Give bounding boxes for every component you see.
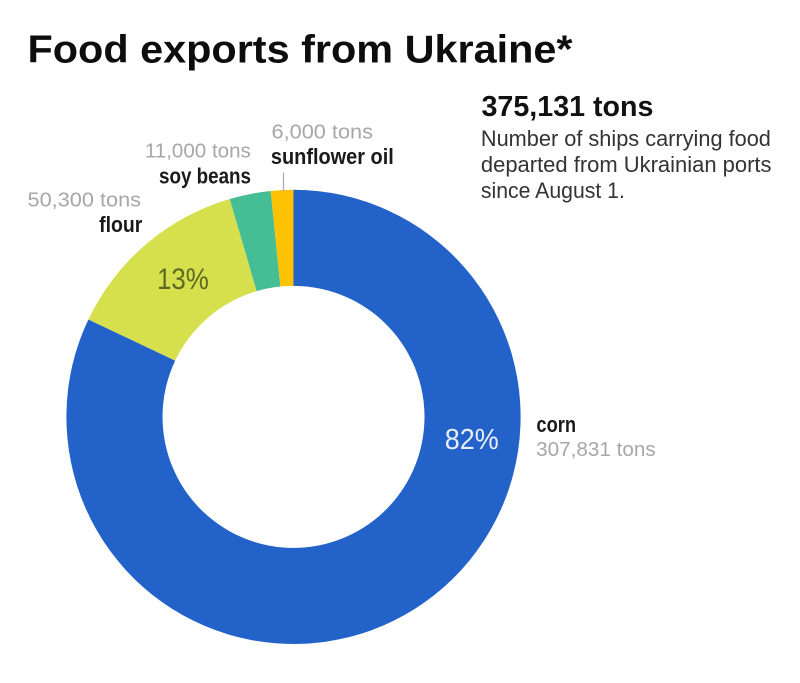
svg-text:since August 1.: since August 1.: [481, 178, 625, 203]
svg-text:soy beans: soy beans: [159, 163, 251, 188]
svg-text:11,000 tons: 11,000 tons: [145, 141, 251, 163]
svg-text:Food exports from Ukraine*: Food exports from Ukraine*: [28, 28, 573, 71]
svg-text:flour: flour: [99, 212, 143, 237]
svg-text:13%: 13%: [157, 263, 209, 296]
svg-text:Number of ships carrying food: Number of ships carrying food: [481, 126, 771, 151]
svg-text:307,831 tons: 307,831 tons: [536, 439, 656, 461]
svg-text:6,000 tons: 6,000 tons: [272, 121, 374, 143]
svg-text:82%: 82%: [445, 424, 499, 456]
svg-text:50,300 tons: 50,300 tons: [28, 189, 142, 211]
svg-text:375,131 tons: 375,131 tons: [482, 91, 654, 123]
svg-text:departed from Ukrainian ports: departed from Ukrainian ports: [481, 152, 772, 177]
svg-text:corn: corn: [536, 412, 576, 437]
svg-text:sunflower oil: sunflower oil: [271, 144, 394, 169]
